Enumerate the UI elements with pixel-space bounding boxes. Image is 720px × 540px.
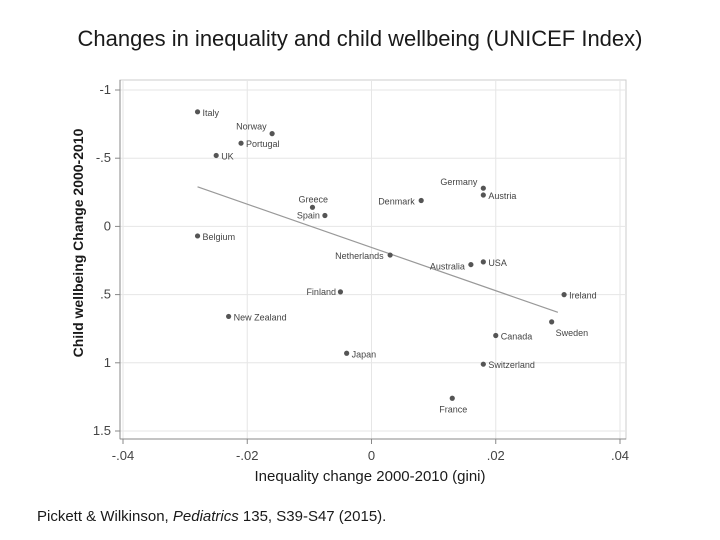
data-point-label: Belgium bbox=[203, 232, 236, 242]
data-point bbox=[309, 204, 316, 210]
data-point bbox=[213, 152, 219, 159]
citation-reference: 135, S39-S47 (2015). bbox=[238, 508, 387, 525]
plot-area bbox=[119, 79, 627, 440]
data-point-label: Australia bbox=[430, 262, 465, 272]
data-point-label: Denmark bbox=[378, 196, 415, 206]
data-point bbox=[493, 332, 499, 339]
x-tick-label: -.02 bbox=[236, 448, 258, 463]
y-tick-label: 1 bbox=[104, 355, 111, 370]
data-point-label: Germany bbox=[440, 177, 478, 187]
data-points: Italy Norway Portugal UK Germany Austria Denma… bbox=[194, 108, 597, 414]
x-tick-label: .04 bbox=[611, 448, 629, 463]
data-point bbox=[480, 185, 486, 191]
data-point-label: Sweden bbox=[556, 328, 589, 338]
data-point bbox=[269, 131, 275, 137]
data-point bbox=[468, 261, 474, 268]
data-point bbox=[238, 140, 244, 146]
chart-title: Changes in inequality and child wellbein… bbox=[77, 26, 643, 51]
citation-journal: Pediatrics bbox=[172, 508, 239, 525]
data-point bbox=[480, 361, 486, 367]
y-tick-label: -1 bbox=[99, 82, 111, 97]
y-tick-label: 1.5 bbox=[93, 423, 111, 438]
data-point-label: New Zealand bbox=[234, 312, 287, 322]
data-point-label: Ireland bbox=[569, 291, 597, 301]
data-point bbox=[344, 350, 350, 356]
citation: Pickett & Wilkinson, Pediatrics 135, S39… bbox=[37, 508, 386, 525]
citation-authors: Pickett & Wilkinson, bbox=[37, 508, 173, 525]
data-point-label: Austria bbox=[488, 191, 516, 201]
data-point bbox=[337, 289, 344, 295]
data-point bbox=[194, 233, 201, 239]
data-point bbox=[561, 292, 567, 298]
data-point bbox=[449, 395, 455, 401]
x-tick-label: .02 bbox=[487, 448, 505, 463]
x-tick-label: 0 bbox=[368, 448, 375, 463]
data-point bbox=[549, 319, 555, 325]
y-tick-label: 0 bbox=[104, 218, 111, 233]
data-point bbox=[194, 109, 201, 115]
y-tick-label: .5 bbox=[100, 287, 111, 302]
data-point-label: Spain bbox=[297, 210, 320, 220]
data-point-label: Japan bbox=[352, 349, 377, 359]
data-point bbox=[322, 212, 328, 219]
data-point bbox=[480, 259, 486, 265]
data-point bbox=[418, 197, 424, 204]
data-point-label: Switzerland bbox=[488, 360, 535, 370]
data-point-label: Netherlands bbox=[335, 251, 384, 261]
data-point bbox=[387, 252, 393, 258]
data-point-label: France bbox=[439, 404, 467, 414]
x-axis-label: Inequality change 2000-2010 (gini) bbox=[254, 468, 486, 485]
data-point bbox=[226, 313, 232, 320]
fit-line-group bbox=[197, 186, 559, 313]
axes: -.04 -.02 0 .02 .04 -1 -.5 0 .5 1 1.5 bbox=[93, 80, 629, 463]
y-tick-label: -.5 bbox=[96, 150, 111, 165]
data-point bbox=[480, 192, 486, 198]
fit-line bbox=[197, 186, 559, 313]
x-tick-label: -.04 bbox=[112, 448, 134, 463]
data-point-label: Finland bbox=[306, 287, 336, 297]
data-point-label: USA bbox=[488, 258, 507, 268]
data-point-label: Portugal bbox=[246, 139, 280, 149]
data-point-label: UK bbox=[221, 151, 234, 161]
data-point-label: Canada bbox=[501, 332, 533, 342]
data-point-label: Italy bbox=[203, 108, 220, 118]
data-point-label: Greece bbox=[298, 194, 328, 204]
grid-lines bbox=[120, 80, 626, 439]
data-point-label: Norway bbox=[236, 122, 267, 132]
